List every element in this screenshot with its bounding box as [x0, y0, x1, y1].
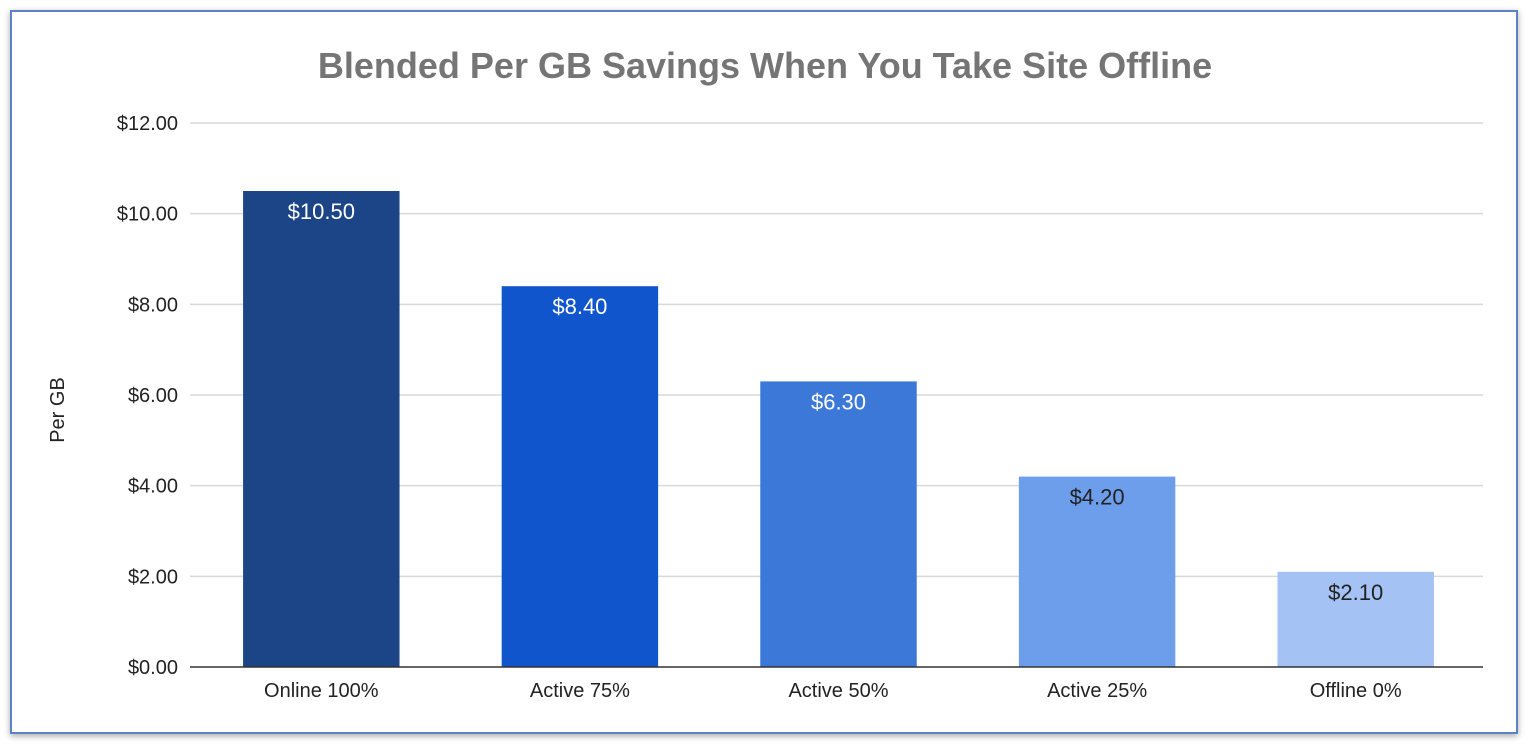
x-tick-label: Active 25%: [1047, 680, 1147, 702]
y-tick-label: $4.00: [128, 476, 178, 498]
x-tick-label: Active 75%: [530, 680, 630, 702]
bar: [243, 191, 400, 667]
y-tick-label: $0.00: [128, 657, 178, 679]
chart-title: Blended Per GB Savings When You Take Sit…: [318, 45, 1212, 86]
y-tick-label: $2.00: [128, 566, 178, 588]
x-axis-ticks: Online 100% Active 75% Active 50% Active 25…: [264, 680, 1402, 702]
bar-data-label: $4.20: [1070, 485, 1125, 510]
y-tick-label: $10.00: [117, 204, 178, 226]
bars: $10.50 $8.40 $6.30 $4.20 $2.10: [243, 191, 1434, 667]
bar-data-label: $8.40: [552, 294, 607, 319]
x-tick-label: Active 50%: [788, 680, 888, 702]
y-axis-label: Per GB: [47, 377, 69, 443]
y-tick-label: $8.00: [128, 294, 178, 316]
y-tick-label: $6.00: [128, 385, 178, 407]
x-tick-label: Online 100%: [264, 680, 379, 702]
gridlines: [190, 122, 1483, 578]
bar-data-label: $2.10: [1328, 580, 1383, 605]
y-axis-ticks: $0.00 $2.00 $4.00 $6.00 $8.00 $10.00 $12.00: [117, 113, 178, 679]
bar-data-label: $6.30: [811, 389, 866, 414]
y-tick-label: $12.00: [117, 113, 178, 135]
bar: [501, 286, 659, 667]
bar-data-label: $10.50: [288, 199, 355, 224]
bar: [760, 381, 917, 667]
bar: [1018, 476, 1176, 667]
x-tick-label: Offline 0%: [1310, 680, 1402, 702]
bar: [1277, 571, 1434, 667]
